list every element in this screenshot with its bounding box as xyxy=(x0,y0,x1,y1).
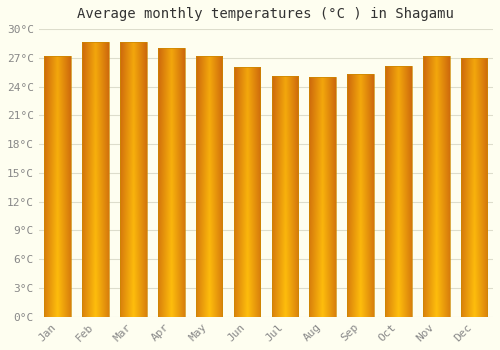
Bar xyxy=(272,76,298,317)
Title: Average monthly temperatures (°C ) in Shagamu: Average monthly temperatures (°C ) in Sh… xyxy=(78,7,454,21)
Bar xyxy=(44,56,71,317)
Bar xyxy=(310,77,336,317)
Bar xyxy=(234,68,260,317)
Bar xyxy=(423,56,450,317)
Bar xyxy=(158,48,184,317)
Bar xyxy=(348,74,374,317)
Bar xyxy=(385,66,411,317)
Bar xyxy=(461,58,487,317)
Bar xyxy=(196,56,222,317)
Bar xyxy=(120,42,146,317)
Bar xyxy=(82,42,109,317)
